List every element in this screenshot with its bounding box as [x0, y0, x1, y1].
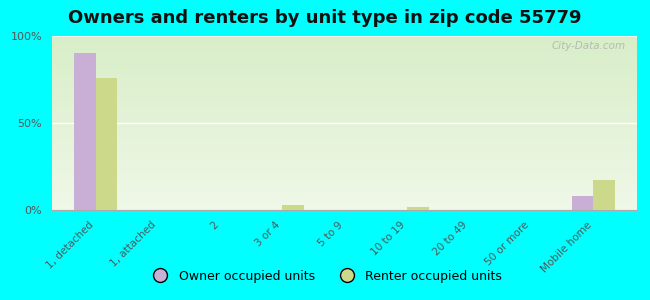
Bar: [407, 206, 428, 210]
Legend: Owner occupied units, Renter occupied units: Owner occupied units, Renter occupied un…: [143, 265, 507, 288]
Text: Owners and renters by unit type in zip code 55779: Owners and renters by unit type in zip c…: [68, 9, 582, 27]
Text: City-Data.com: City-Data.com: [551, 41, 625, 51]
Bar: [96, 78, 118, 210]
Bar: [571, 196, 593, 210]
Bar: [74, 53, 96, 210]
Bar: [282, 205, 304, 210]
Bar: [593, 180, 615, 210]
